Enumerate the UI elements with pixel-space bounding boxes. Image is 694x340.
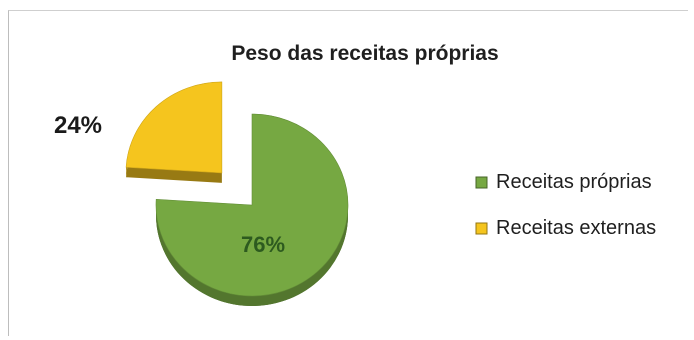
legend-label-receitas-proprias: Receitas próprias bbox=[496, 171, 652, 193]
pie-slice-face-receitas-externas bbox=[125, 81, 223, 174]
pie-slice-receitas-proprias bbox=[155, 113, 349, 306]
pie-slice-receitas-externas bbox=[125, 81, 223, 183]
pie-slices bbox=[125, 81, 349, 306]
legend: Receitas próprias Receitas externas bbox=[475, 171, 656, 239]
data-label-receitas-proprias: 76% bbox=[241, 232, 285, 257]
pie-slice-face-receitas-proprias bbox=[155, 113, 349, 297]
legend-swatch-receitas-externas bbox=[475, 222, 488, 235]
chart-frame bbox=[8, 10, 688, 336]
legend-swatch-receitas-proprias bbox=[475, 176, 488, 189]
legend-entry-receitas-proprias: Receitas próprias bbox=[475, 171, 652, 193]
legend-label-receitas-externas: Receitas externas bbox=[496, 217, 656, 239]
legend-entry-receitas-externas: Receitas externas bbox=[475, 217, 656, 239]
chart-title: Peso das receitas próprias bbox=[231, 42, 498, 65]
data-label-receitas-externas: 24% bbox=[54, 112, 102, 139]
data-labels: 76% 24% bbox=[54, 112, 285, 257]
